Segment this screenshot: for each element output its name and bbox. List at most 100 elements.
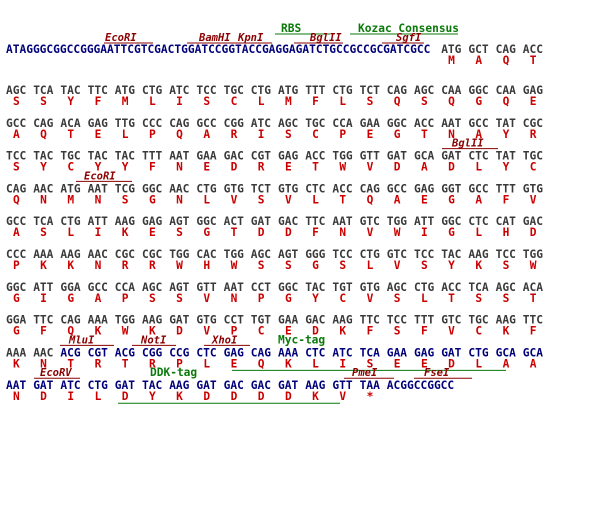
codon: ATG: [60, 182, 80, 195]
codon: TGT: [251, 314, 271, 327]
codon: ACT: [224, 215, 244, 228]
amino-acid: L: [475, 161, 482, 174]
codon: AAA: [33, 248, 53, 261]
amino-acid: I: [40, 292, 47, 305]
vector-tail-sequence: ACGGCCGGCC: [387, 379, 454, 392]
codon: TTT: [496, 182, 516, 195]
amino-acid: Y: [503, 128, 510, 141]
restriction-site-noti: NotI: [140, 334, 167, 346]
codon: AGC: [142, 281, 162, 294]
amino-acid: A: [394, 193, 401, 206]
codon: GGG: [305, 248, 325, 261]
codon: CGC: [523, 117, 543, 130]
codon: GTG: [196, 314, 216, 327]
amino-acid: M: [67, 193, 74, 206]
restriction-site-kpni: KpnI: [237, 32, 264, 44]
amino-acid: Q: [40, 128, 47, 141]
amino-acid: N: [176, 193, 183, 206]
codon: CCT: [224, 314, 244, 327]
codon: TGG: [115, 314, 135, 327]
codon: TTC: [305, 215, 325, 228]
amino-acid: E: [95, 128, 102, 141]
amino-acid: A: [421, 161, 428, 174]
amino-acid: K: [122, 226, 129, 239]
codon: AAG: [496, 314, 516, 327]
codon: TGC: [468, 314, 488, 327]
codon: GAC: [523, 215, 543, 228]
codon: GAT: [441, 150, 461, 163]
amino-acid: V: [231, 193, 238, 206]
amino-acid: S: [285, 128, 292, 141]
codon: ACC: [523, 43, 543, 56]
amino-acid: D: [530, 226, 537, 239]
amino-acid: S: [285, 259, 292, 272]
codon: CAG: [60, 314, 80, 327]
amino-acid: Y: [122, 161, 129, 174]
amino-acid: F: [503, 193, 510, 206]
amino-acid: Y: [448, 259, 455, 272]
amino-acid: Q: [367, 193, 374, 206]
amino-acid: G: [203, 226, 210, 239]
codon: GAA: [278, 314, 298, 327]
codon: AAC: [169, 182, 189, 195]
codon: ACC: [441, 281, 461, 294]
restriction-site-pmei: PmeI: [352, 367, 378, 379]
codon: GTG: [278, 182, 298, 195]
codon: TCC: [387, 314, 407, 327]
amino-acid: V: [203, 325, 210, 338]
amino-acid: S: [421, 259, 428, 272]
amino-acid: F: [367, 325, 374, 338]
restriction-site-ecori: EcoRI: [105, 32, 137, 44]
codon: GCC: [468, 182, 488, 195]
codon: GAG: [278, 150, 298, 163]
codon: TTC: [88, 84, 108, 97]
amino-acid: D: [203, 390, 210, 403]
codon: CAC: [196, 248, 216, 261]
restriction-site-fsei: FseI: [424, 367, 450, 379]
codon: CCA: [332, 117, 352, 130]
codon: TAC: [60, 84, 80, 97]
codon: AAG: [305, 379, 325, 392]
codon: CAG: [251, 346, 271, 359]
codon: GGC: [387, 117, 407, 130]
amino-acid: K: [95, 325, 102, 338]
codon: TGC: [224, 84, 244, 97]
restriction-site-sgfi: SgfI: [396, 32, 422, 44]
codon: GAG: [224, 346, 244, 359]
amino-acid: V: [339, 390, 346, 403]
amino-acid: V: [203, 292, 210, 305]
codon: AAG: [332, 314, 352, 327]
amino-acid: L: [258, 95, 265, 108]
codon: TCT: [360, 84, 380, 97]
amino-acid: A: [503, 357, 510, 370]
amino-acid: N: [40, 193, 47, 206]
codon: TCC: [196, 84, 216, 97]
codon: GGA: [6, 314, 26, 327]
amino-acid: N: [13, 390, 20, 403]
amino-acid: A: [13, 128, 20, 141]
codon: CTG: [88, 379, 108, 392]
codon: TTC: [523, 314, 543, 327]
amino-acid: S: [149, 292, 156, 305]
codon: AGC: [6, 84, 26, 97]
codon: ACA: [60, 117, 80, 130]
amino-acid: T: [67, 128, 74, 141]
amino-acid: S: [339, 259, 346, 272]
amino-acid: Y: [149, 390, 156, 403]
amino-acid: L: [122, 128, 129, 141]
codon: GTC: [441, 314, 461, 327]
codon: GCA: [414, 150, 434, 163]
amino-acid: T: [312, 161, 319, 174]
codon: GAT: [115, 379, 135, 392]
codon: TAC: [33, 150, 53, 163]
restriction-site-bamhi: BamHI: [198, 32, 231, 44]
codon: GAG: [142, 215, 162, 228]
codon: AAG: [115, 215, 135, 228]
amino-acid: S: [421, 95, 428, 108]
amino-acid: E: [394, 357, 401, 370]
codon: TAT: [496, 150, 516, 163]
amino-acid: W: [176, 259, 183, 272]
codon: GCC: [88, 281, 108, 294]
amino-acid: G: [448, 193, 455, 206]
amino-acid: M: [122, 95, 129, 108]
